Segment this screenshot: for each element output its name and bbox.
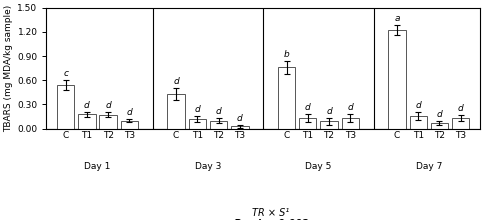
Y-axis label: TBARS (mg MDA/kg sample): TBARS (mg MDA/kg sample) (4, 4, 13, 132)
Text: d: d (458, 104, 464, 113)
Text: d: d (326, 107, 332, 116)
Text: b: b (284, 50, 289, 59)
Text: d: d (305, 103, 311, 112)
Bar (231, 126, 248, 129)
Bar (388, 30, 406, 129)
Bar (121, 121, 138, 129)
Text: TR × S¹: TR × S¹ (253, 208, 289, 218)
Text: d: d (84, 101, 90, 110)
Bar (99, 115, 117, 129)
Text: d: d (237, 114, 242, 123)
Bar (299, 118, 317, 129)
Bar (452, 118, 469, 129)
Text: d: d (437, 110, 442, 119)
Text: d: d (195, 105, 200, 114)
Text: d: d (216, 107, 221, 116)
Bar (57, 85, 75, 129)
Text: Day 5: Day 5 (305, 162, 332, 171)
Text: d: d (348, 103, 353, 112)
Bar (278, 67, 295, 129)
Bar (189, 119, 206, 129)
Text: Day 1: Day 1 (84, 162, 111, 171)
Text: d: d (105, 101, 111, 110)
Text: a: a (394, 14, 400, 23)
Text: P value 0.002: P value 0.002 (234, 219, 308, 220)
Bar (342, 118, 359, 129)
Text: d: d (126, 108, 132, 117)
Bar (409, 116, 427, 129)
Bar (320, 121, 338, 129)
Text: d: d (173, 77, 179, 86)
Text: Day 3: Day 3 (195, 162, 221, 171)
Bar (167, 94, 185, 129)
Bar (431, 123, 448, 129)
Bar (78, 114, 95, 129)
Text: Day 7: Day 7 (416, 162, 442, 171)
Bar (210, 121, 227, 129)
Text: c: c (63, 69, 68, 78)
Text: d: d (415, 101, 421, 110)
